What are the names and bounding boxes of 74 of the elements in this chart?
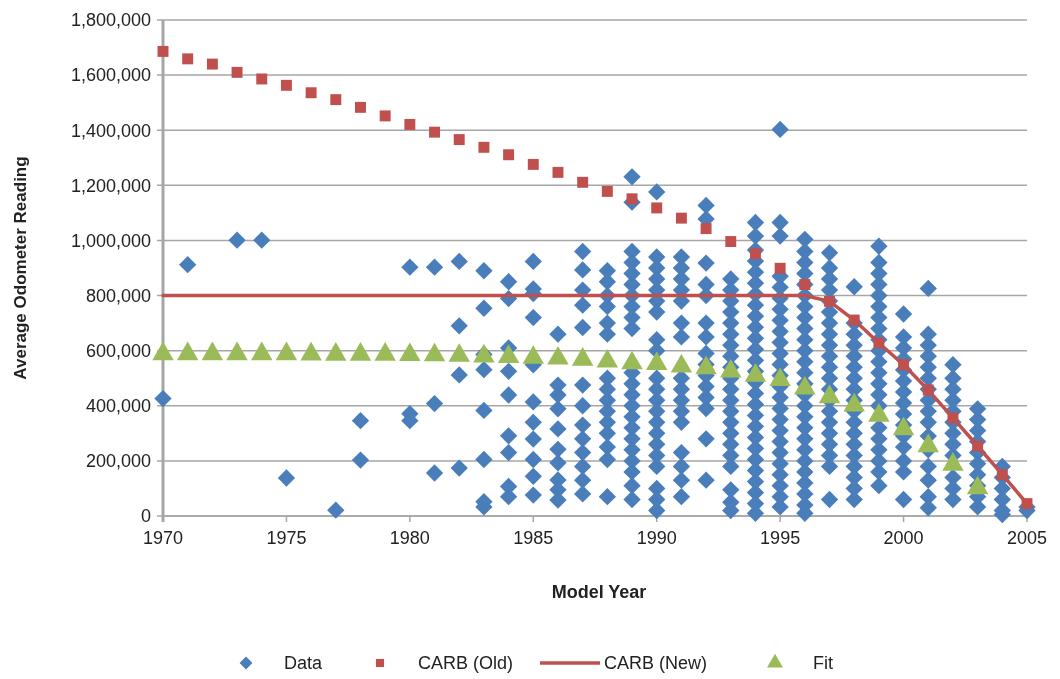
point <box>152 341 174 361</box>
legend-label: CARB (New) <box>604 653 708 674</box>
y-tick-label: 1,600,000 <box>70 65 151 86</box>
point <box>201 341 224 361</box>
legend-label: CARB (Old) <box>418 653 514 674</box>
point <box>675 212 687 224</box>
y-tick-label: 0 <box>140 506 151 527</box>
x-tick-label: 1970 <box>142 528 184 548</box>
point <box>651 202 663 214</box>
legend-label: Data <box>284 653 324 674</box>
y-tick-label: 1,000,000 <box>70 230 151 251</box>
point <box>670 353 693 373</box>
point <box>645 351 668 371</box>
point <box>497 344 520 363</box>
point <box>818 384 841 404</box>
point <box>522 345 545 364</box>
point <box>330 94 342 106</box>
point <box>379 110 391 122</box>
point <box>399 342 421 361</box>
point <box>577 176 589 188</box>
x-tick-label: 2005 <box>1006 528 1048 548</box>
y-tick-label: 1,400,000 <box>70 120 151 141</box>
point <box>355 101 366 113</box>
legend-label: Fit <box>813 653 833 674</box>
point <box>429 126 441 138</box>
point <box>423 342 446 362</box>
x-tick-label: 1980 <box>389 528 430 548</box>
point <box>374 342 396 361</box>
point <box>571 347 594 366</box>
y-axis-title: Average Odometer Reading <box>11 156 30 380</box>
x-tick-label: 2000 <box>883 528 924 548</box>
x-axis-title: Model Year <box>551 582 647 602</box>
point <box>305 87 317 99</box>
y-tick-label: 800,000 <box>85 285 151 306</box>
x-tick-label: 1975 <box>266 528 307 548</box>
x-tick-label: 1995 <box>760 528 801 548</box>
y-tick-label: 600,000 <box>85 340 151 361</box>
point <box>942 452 964 471</box>
point <box>596 349 619 368</box>
point <box>700 223 712 235</box>
point <box>453 134 465 146</box>
y-tick-label: 1,800,000 <box>70 10 151 31</box>
point <box>300 341 322 361</box>
point <box>448 343 470 362</box>
point <box>503 149 515 161</box>
point <box>157 45 169 57</box>
y-tick-label: 400,000 <box>85 396 151 417</box>
point <box>275 341 298 361</box>
point <box>547 345 569 365</box>
point <box>917 433 939 453</box>
point <box>527 158 539 170</box>
point <box>601 185 613 197</box>
point <box>749 248 761 260</box>
point <box>725 236 737 248</box>
y-tick-label: 1,200,000 <box>70 175 151 196</box>
x-tick-label: 1990 <box>636 528 677 548</box>
point <box>349 342 372 361</box>
point <box>325 342 347 361</box>
point <box>206 58 218 70</box>
point <box>404 118 416 130</box>
point <box>621 350 643 370</box>
point <box>868 403 890 422</box>
point <box>774 262 786 274</box>
point <box>182 53 194 65</box>
point <box>280 79 292 91</box>
point <box>552 166 564 178</box>
x-tick-label: 1985 <box>513 528 554 548</box>
point <box>176 341 199 361</box>
point <box>256 73 268 85</box>
point <box>251 341 273 361</box>
point <box>226 341 248 361</box>
y-tick-label: 200,000 <box>85 451 151 472</box>
point <box>231 66 243 78</box>
point <box>478 141 490 153</box>
